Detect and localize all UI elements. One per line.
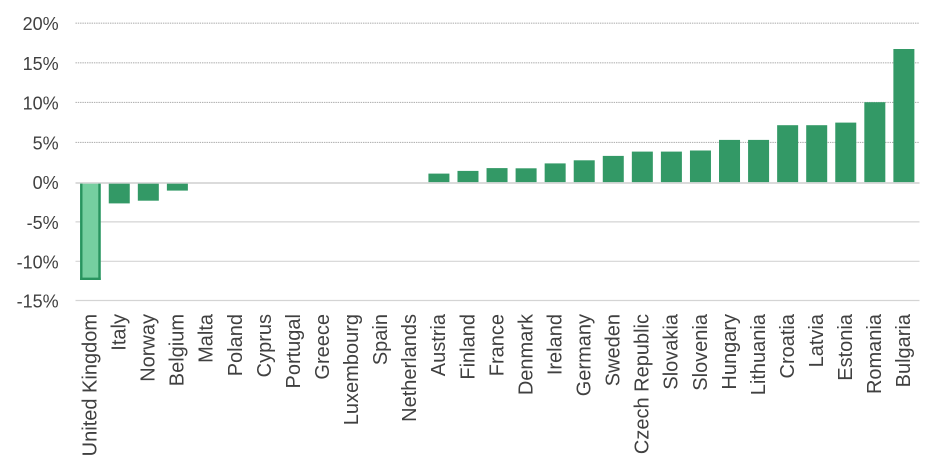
svg-text:Spain: Spain [370, 314, 392, 365]
svg-text:Croatia: Croatia [777, 313, 799, 378]
svg-text:Portugal: Portugal [283, 314, 305, 389]
svg-text:Latvia: Latvia [806, 313, 828, 367]
svg-text:Slovakia: Slovakia [661, 313, 683, 389]
svg-text:Hungary: Hungary [719, 314, 741, 390]
svg-text:Luxembourg: Luxembourg [341, 314, 363, 425]
svg-text:15%: 15% [23, 54, 59, 74]
svg-text:Czech Republic: Czech Republic [632, 314, 654, 454]
svg-text:Cyprus: Cyprus [254, 314, 276, 377]
svg-text:Slovenia: Slovenia [690, 313, 712, 391]
svg-text:Ireland: Ireland [544, 314, 566, 375]
svg-text:-10%: -10% [17, 252, 59, 272]
svg-text:-5%: -5% [27, 213, 59, 233]
svg-text:France: France [486, 314, 508, 376]
svg-text:Sweden: Sweden [603, 314, 625, 386]
svg-text:0%: 0% [33, 173, 59, 193]
svg-text:Poland: Poland [225, 314, 247, 376]
svg-text:Denmark: Denmark [515, 313, 537, 395]
svg-text:Estonia: Estonia [835, 313, 857, 381]
svg-text:10%: 10% [23, 93, 59, 113]
svg-text:Malta: Malta [196, 313, 218, 363]
svg-text:5%: 5% [33, 133, 59, 153]
svg-text:Finland: Finland [457, 314, 479, 380]
svg-text:Germany: Germany [574, 314, 596, 396]
svg-text:Romania: Romania [864, 313, 886, 394]
svg-text:Greece: Greece [312, 314, 334, 380]
svg-text:United Kingdom: United Kingdom [80, 314, 102, 456]
svg-text:Norway: Norway [138, 314, 160, 382]
svg-text:Bulgaria: Bulgaria [893, 313, 915, 387]
svg-text:20%: 20% [23, 14, 59, 34]
svg-text:-15%: -15% [17, 292, 59, 312]
svg-text:Netherlands: Netherlands [399, 314, 421, 422]
svg-text:Austria: Austria [428, 313, 450, 376]
svg-text:Belgium: Belgium [167, 314, 189, 386]
svg-text:Italy: Italy [109, 314, 131, 351]
svg-text:Lithuania: Lithuania [748, 313, 770, 395]
